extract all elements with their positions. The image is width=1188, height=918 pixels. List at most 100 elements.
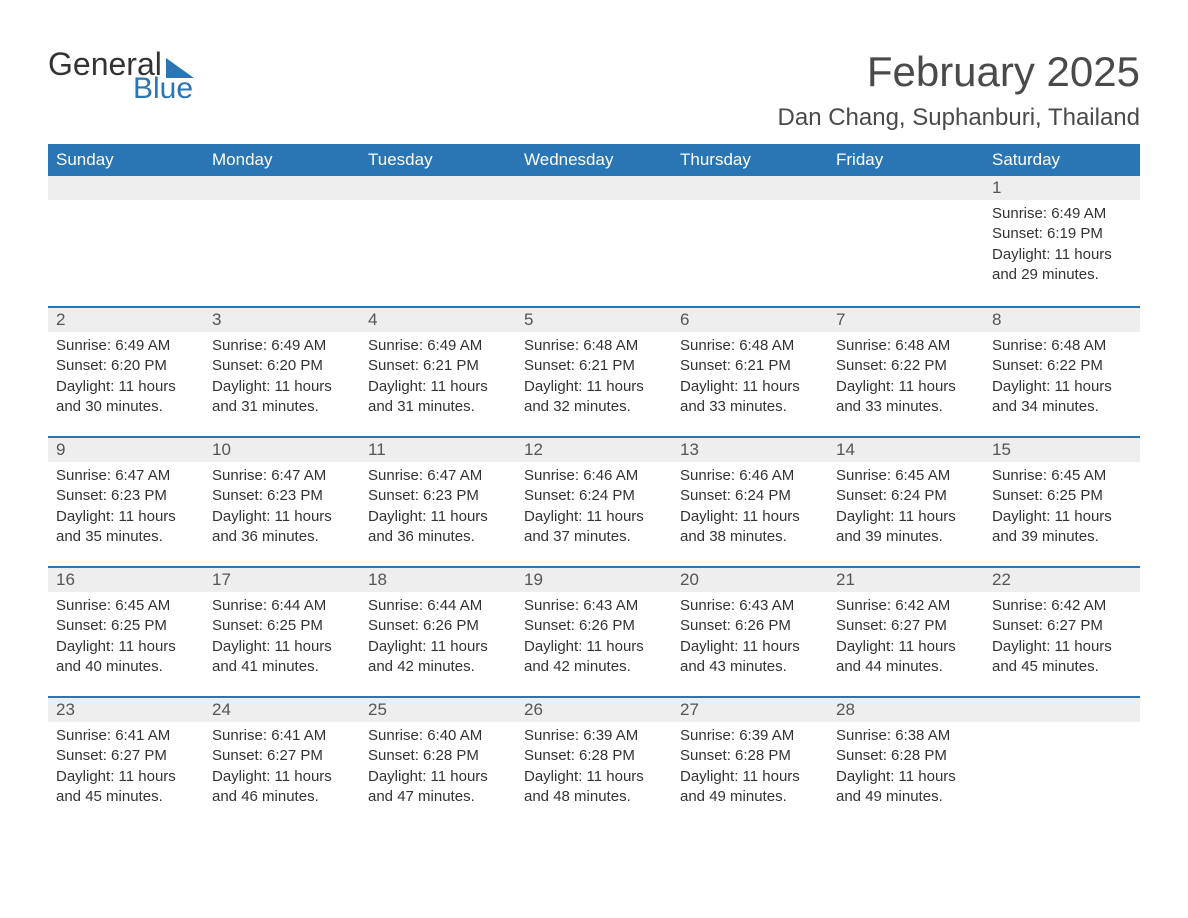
sunset-line: Sunset: 6:23 PM [56, 486, 196, 506]
daylight-line: Daylight: 11 hours and 31 minutes. [212, 377, 352, 418]
daylight-line: Daylight: 11 hours and 41 minutes. [212, 637, 352, 678]
day-number [828, 176, 984, 200]
day-details: Sunrise: 6:43 AMSunset: 6:26 PMDaylight:… [516, 592, 672, 677]
sunset-line: Sunset: 6:23 PM [368, 486, 508, 506]
day-number: 25 [360, 696, 516, 722]
sunrise-line: Sunrise: 6:45 AM [56, 596, 196, 616]
sunrise-line: Sunrise: 6:41 AM [212, 726, 352, 746]
day-details: Sunrise: 6:47 AMSunset: 6:23 PMDaylight:… [360, 462, 516, 547]
sunrise-line: Sunrise: 6:40 AM [368, 726, 508, 746]
calendar-empty-cell [828, 176, 984, 306]
calendar-day-cell: 21Sunrise: 6:42 AMSunset: 6:27 PMDayligh… [828, 566, 984, 696]
calendar-day-cell: 27Sunrise: 6:39 AMSunset: 6:28 PMDayligh… [672, 696, 828, 826]
daylight-line: Daylight: 11 hours and 30 minutes. [56, 377, 196, 418]
calendar-empty-cell [516, 176, 672, 306]
calendar-day-cell: 12Sunrise: 6:46 AMSunset: 6:24 PMDayligh… [516, 436, 672, 566]
day-number: 28 [828, 696, 984, 722]
sunrise-line: Sunrise: 6:39 AM [680, 726, 820, 746]
sunrise-line: Sunrise: 6:43 AM [524, 596, 664, 616]
sunset-line: Sunset: 6:20 PM [56, 356, 196, 376]
sunrise-line: Sunrise: 6:48 AM [524, 336, 664, 356]
sunset-line: Sunset: 6:28 PM [680, 746, 820, 766]
calendar-week-row: 23Sunrise: 6:41 AMSunset: 6:27 PMDayligh… [48, 696, 1140, 826]
sunset-line: Sunset: 6:26 PM [368, 616, 508, 636]
calendar-week-row: 2Sunrise: 6:49 AMSunset: 6:20 PMDaylight… [48, 306, 1140, 436]
calendar-week-row: 9Sunrise: 6:47 AMSunset: 6:23 PMDaylight… [48, 436, 1140, 566]
sunset-line: Sunset: 6:21 PM [368, 356, 508, 376]
calendar-day-cell: 10Sunrise: 6:47 AMSunset: 6:23 PMDayligh… [204, 436, 360, 566]
daylight-line: Daylight: 11 hours and 49 minutes. [836, 767, 976, 808]
calendar-day-cell: 17Sunrise: 6:44 AMSunset: 6:25 PMDayligh… [204, 566, 360, 696]
day-details: Sunrise: 6:41 AMSunset: 6:27 PMDaylight:… [204, 722, 360, 807]
calendar-day-cell: 26Sunrise: 6:39 AMSunset: 6:28 PMDayligh… [516, 696, 672, 826]
sunrise-line: Sunrise: 6:42 AM [836, 596, 976, 616]
sunrise-line: Sunrise: 6:47 AM [212, 466, 352, 486]
daylight-line: Daylight: 11 hours and 39 minutes. [836, 507, 976, 548]
day-details: Sunrise: 6:49 AMSunset: 6:20 PMDaylight:… [48, 332, 204, 417]
calendar-week-row: 16Sunrise: 6:45 AMSunset: 6:25 PMDayligh… [48, 566, 1140, 696]
daylight-line: Daylight: 11 hours and 49 minutes. [680, 767, 820, 808]
daylight-line: Daylight: 11 hours and 33 minutes. [680, 377, 820, 418]
day-number: 13 [672, 436, 828, 462]
sunrise-line: Sunrise: 6:47 AM [56, 466, 196, 486]
day-details: Sunrise: 6:46 AMSunset: 6:24 PMDaylight:… [672, 462, 828, 547]
day-number: 12 [516, 436, 672, 462]
sunrise-line: Sunrise: 6:47 AM [368, 466, 508, 486]
day-number [516, 176, 672, 200]
day-details: Sunrise: 6:49 AMSunset: 6:19 PMDaylight:… [984, 200, 1140, 285]
sunset-line: Sunset: 6:22 PM [836, 356, 976, 376]
sunset-line: Sunset: 6:24 PM [836, 486, 976, 506]
day-number [48, 176, 204, 200]
day-details: Sunrise: 6:48 AMSunset: 6:22 PMDaylight:… [984, 332, 1140, 417]
location-subtitle: Dan Chang, Suphanburi, Thailand [778, 104, 1140, 132]
daylight-line: Daylight: 11 hours and 43 minutes. [680, 637, 820, 678]
day-details: Sunrise: 6:49 AMSunset: 6:20 PMDaylight:… [204, 332, 360, 417]
weekday-header: Thursday [672, 144, 828, 176]
day-number: 6 [672, 306, 828, 332]
day-number: 15 [984, 436, 1140, 462]
day-details: Sunrise: 6:41 AMSunset: 6:27 PMDaylight:… [48, 722, 204, 807]
calendar-day-cell: 13Sunrise: 6:46 AMSunset: 6:24 PMDayligh… [672, 436, 828, 566]
calendar-day-cell: 28Sunrise: 6:38 AMSunset: 6:28 PMDayligh… [828, 696, 984, 826]
sunset-line: Sunset: 6:28 PM [524, 746, 664, 766]
sunrise-line: Sunrise: 6:41 AM [56, 726, 196, 746]
weekday-header: Monday [204, 144, 360, 176]
daylight-line: Daylight: 11 hours and 44 minutes. [836, 637, 976, 678]
sunset-line: Sunset: 6:25 PM [992, 486, 1132, 506]
calendar-day-cell: 22Sunrise: 6:42 AMSunset: 6:27 PMDayligh… [984, 566, 1140, 696]
day-number: 26 [516, 696, 672, 722]
day-number [204, 176, 360, 200]
calendar-day-cell: 16Sunrise: 6:45 AMSunset: 6:25 PMDayligh… [48, 566, 204, 696]
sunset-line: Sunset: 6:27 PM [992, 616, 1132, 636]
sunset-line: Sunset: 6:24 PM [524, 486, 664, 506]
sunrise-line: Sunrise: 6:45 AM [992, 466, 1132, 486]
sunset-line: Sunset: 6:20 PM [212, 356, 352, 376]
sunset-line: Sunset: 6:25 PM [212, 616, 352, 636]
weekday-header: Tuesday [360, 144, 516, 176]
calendar-empty-cell [672, 176, 828, 306]
sunrise-line: Sunrise: 6:48 AM [680, 336, 820, 356]
calendar-empty-cell [984, 696, 1140, 826]
calendar-day-cell: 6 Sunrise: 6:48 AMSunset: 6:21 PMDaylight… [672, 306, 828, 436]
daylight-line: Daylight: 11 hours and 46 minutes. [212, 767, 352, 808]
day-details: Sunrise: 6:43 AMSunset: 6:26 PMDaylight:… [672, 592, 828, 677]
day-number [360, 176, 516, 200]
day-number: 4 [360, 306, 516, 332]
calendar-day-cell: 24Sunrise: 6:41 AMSunset: 6:27 PMDayligh… [204, 696, 360, 826]
day-number: 7 [828, 306, 984, 332]
day-number: 20 [672, 566, 828, 592]
day-number: 10 [204, 436, 360, 462]
calendar-day-cell: 9Sunrise: 6:47 AMSunset: 6:23 PMDaylight… [48, 436, 204, 566]
day-number: 3 [204, 306, 360, 332]
daylight-line: Daylight: 11 hours and 33 minutes. [836, 377, 976, 418]
day-number: 24 [204, 696, 360, 722]
day-number: 2 [48, 306, 204, 332]
day-number: 19 [516, 566, 672, 592]
sunset-line: Sunset: 6:21 PM [680, 356, 820, 376]
day-details: Sunrise: 6:45 AMSunset: 6:25 PMDaylight:… [48, 592, 204, 677]
day-details: Sunrise: 6:40 AMSunset: 6:28 PMDaylight:… [360, 722, 516, 807]
sunrise-line: Sunrise: 6:45 AM [836, 466, 976, 486]
header-region: General Blue February 2025 Dan Chang, Su… [48, 48, 1140, 132]
daylight-line: Daylight: 11 hours and 40 minutes. [56, 637, 196, 678]
day-number: 5 [516, 306, 672, 332]
